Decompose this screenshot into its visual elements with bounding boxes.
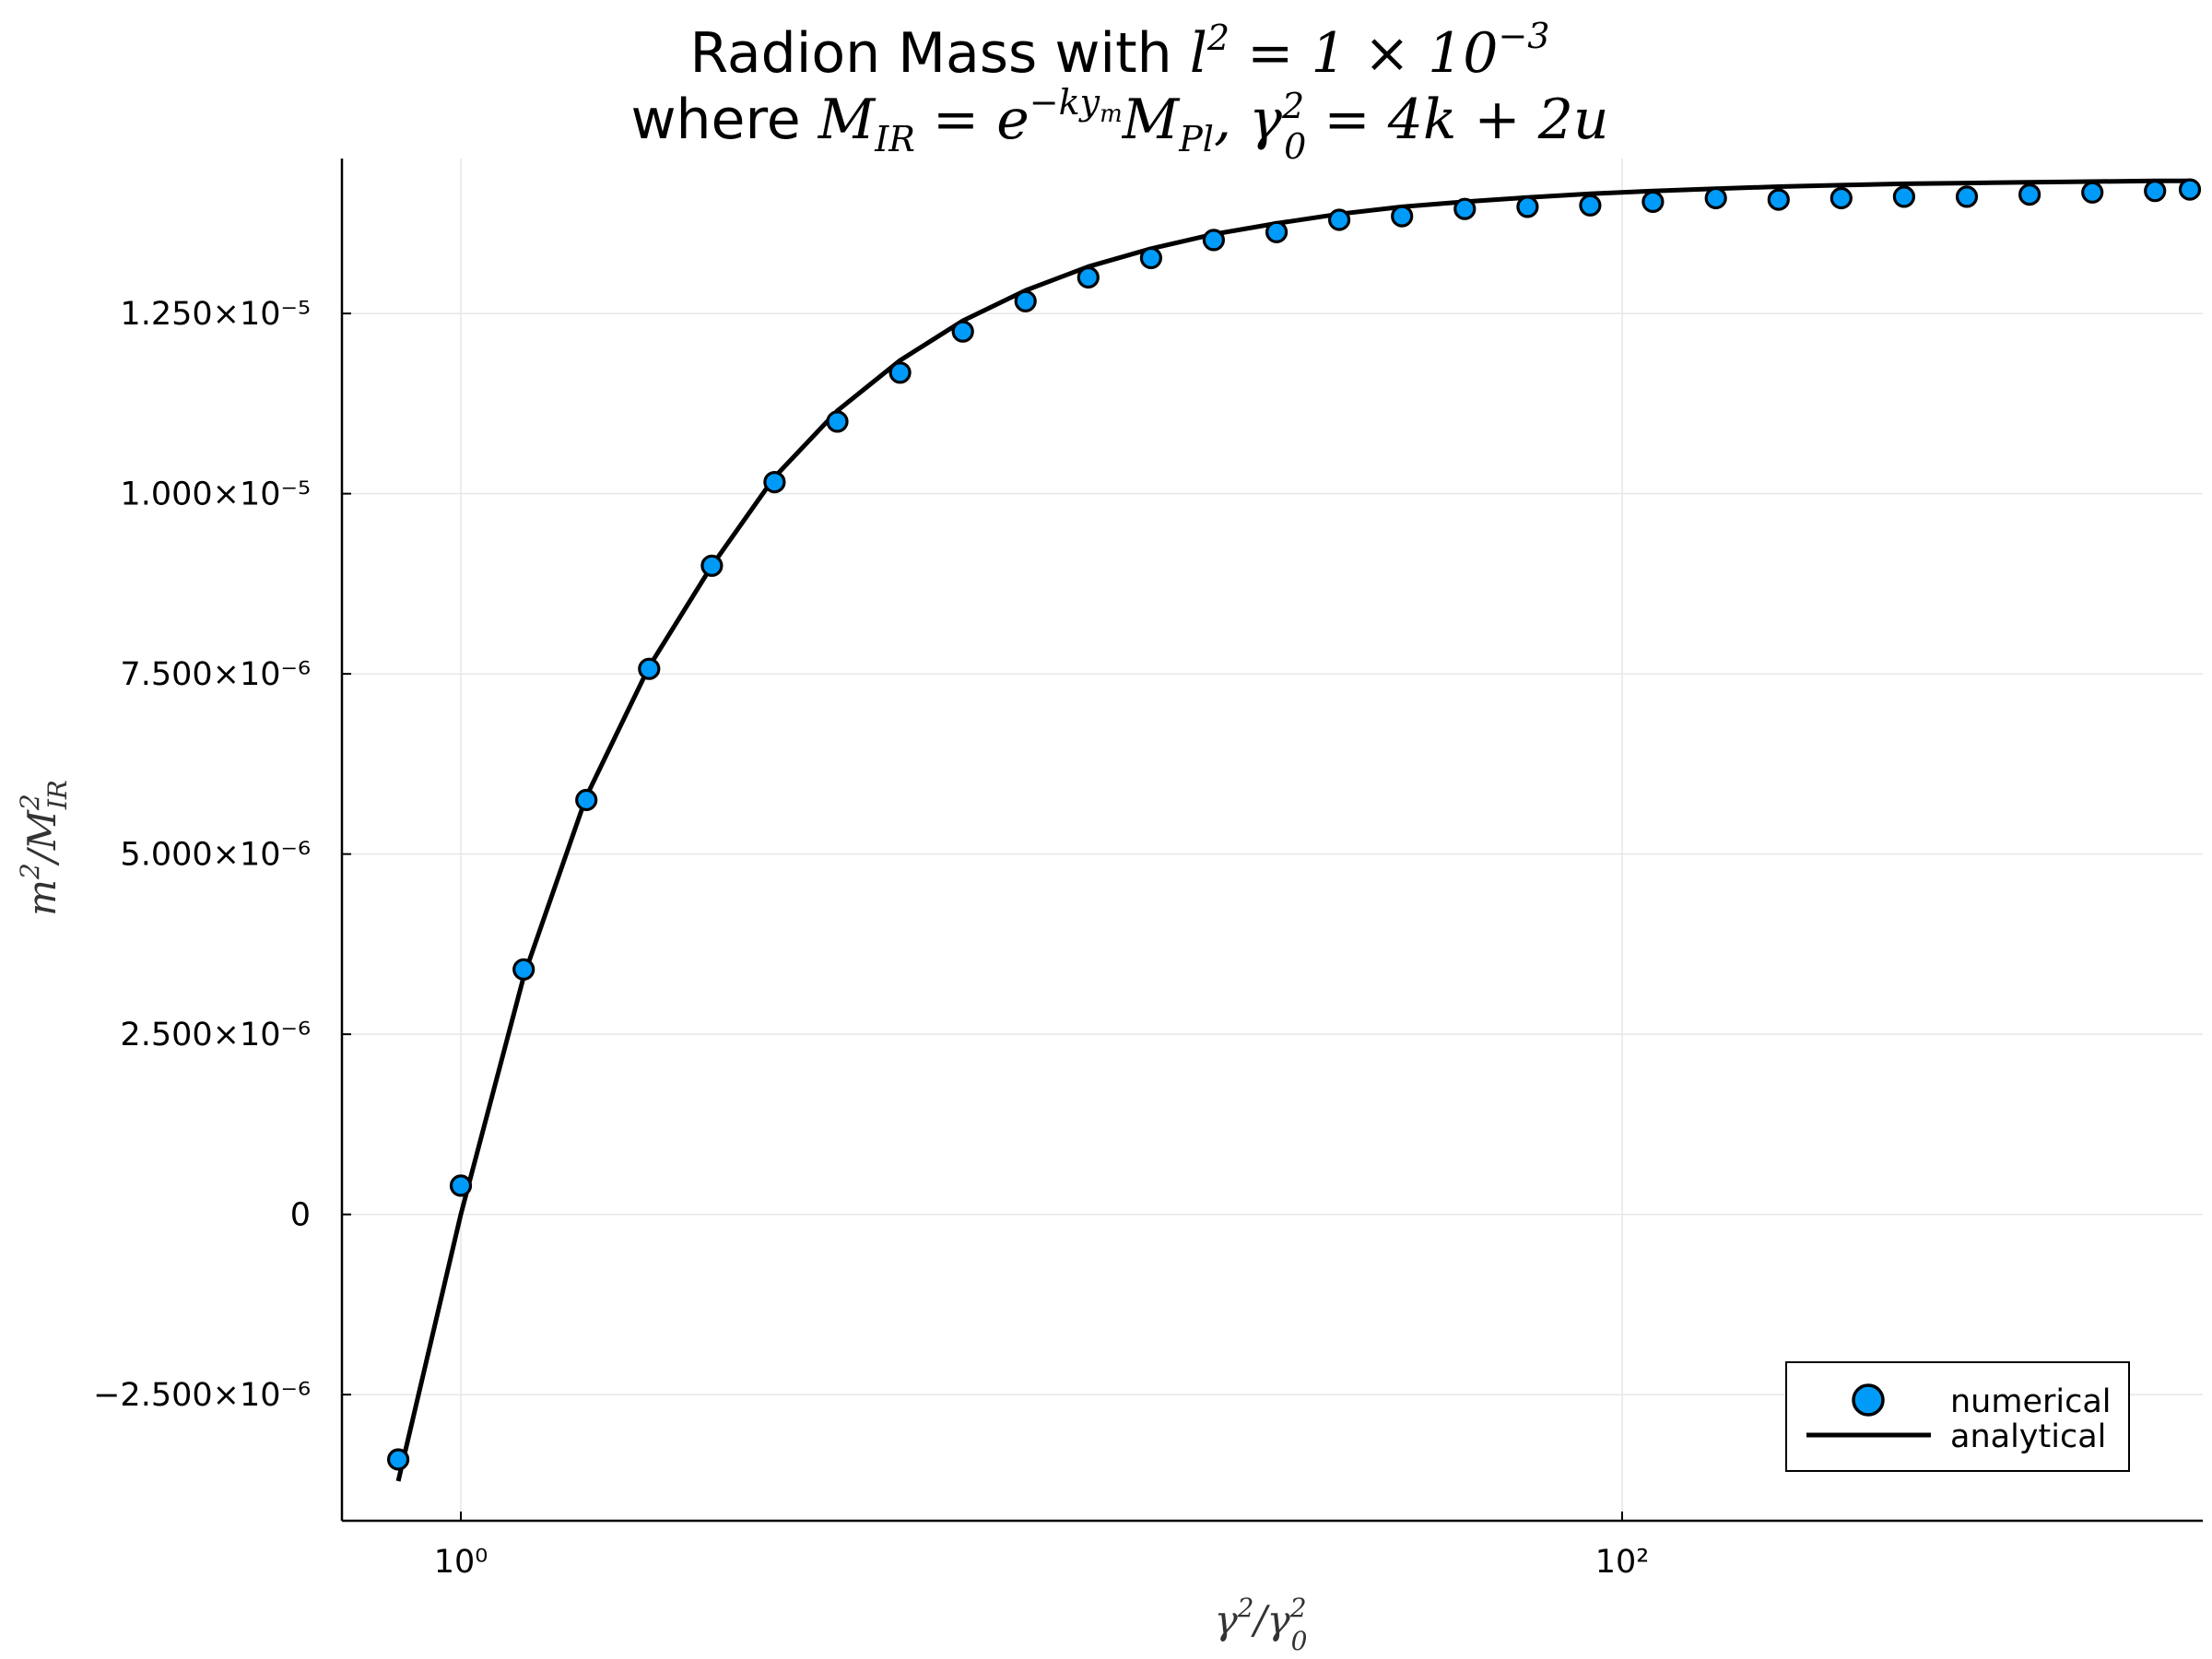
axes	[340, 159, 2203, 1523]
y-tick-label-4: 7.500×10⁻⁶	[120, 656, 311, 693]
grid	[342, 159, 2203, 1521]
legend-numerical-label: numerical	[1950, 1383, 2112, 1420]
y-tick-label-1: 0	[290, 1197, 311, 1234]
y-axis-label: m2/M2IR	[15, 780, 73, 916]
numerical-point-28	[2144, 180, 2167, 203]
y-tick-label-2: 2.500×10⁻⁶	[120, 1017, 311, 1053]
series-analytical	[395, 178, 2190, 1482]
x-tick-label-1: 10²	[1595, 1544, 1650, 1581]
numerical-point-27	[2081, 181, 2104, 204]
numerical-point-20	[1641, 190, 1665, 213]
numerical-point-13	[1202, 229, 1226, 252]
numerical-point-5	[700, 554, 724, 577]
x-tick-labels: 10⁰ 10²	[434, 1512, 1650, 1581]
numerical-point-2	[512, 958, 535, 981]
x-tick-label-0: 10⁰	[434, 1544, 488, 1581]
numerical-point-22	[1767, 188, 1790, 211]
y-tick-labels: −2.500×10⁻⁶ 0 2.500×10⁻⁶ 5.000×10⁻⁶ 7.500×10…	[93, 296, 351, 1414]
numerical-point-1	[449, 1174, 473, 1197]
numerical-point-26	[2018, 183, 2041, 206]
legend: numerical analytical	[1785, 1361, 2130, 1472]
numerical-point-7	[826, 410, 849, 433]
numerical-point-25	[1955, 185, 1979, 208]
numerical-point-15	[1327, 208, 1351, 231]
numerical-point-12	[1139, 246, 1163, 269]
numerical-point-16	[1391, 205, 1414, 228]
title-line-2: where MIR = e−kymMPl, γ2 0 = 4k + 2u	[630, 82, 1608, 167]
legend-box	[1785, 1361, 2130, 1472]
numerical-point-3	[575, 788, 598, 812]
y-tick-label-0: −2.500×10⁻⁶	[93, 1377, 311, 1414]
legend-analytical-label: analytical	[1950, 1418, 2106, 1455]
numerical-point-19	[1579, 194, 1602, 217]
numerical-point-8	[888, 361, 912, 384]
legend-numerical-marker	[1852, 1383, 1885, 1417]
numerical-point-6	[763, 470, 786, 494]
analytical-line	[395, 178, 2190, 1482]
numerical-point-18	[1516, 195, 1539, 218]
series-numerical	[387, 178, 2202, 1471]
y-tick-label-3: 5.000×10⁻⁶	[120, 837, 311, 874]
title-line-1: Radion Mass with l2 = 1 × 10−3	[690, 16, 1550, 86]
numerical-point-17	[1453, 197, 1477, 220]
y-tick-label-5: 1.000×10⁻⁵	[120, 477, 311, 513]
numerical-point-4	[638, 657, 661, 680]
numerical-point-14	[1265, 220, 1288, 243]
numerical-point-24	[1892, 185, 1915, 208]
numerical-point-29	[2178, 178, 2202, 201]
numerical-point-9	[951, 320, 974, 343]
x-axis-label: γ2/γ2 0	[1215, 1593, 1308, 1656]
numerical-point-11	[1077, 265, 1100, 289]
y-tick-label-6: 1.250×10⁻⁵	[120, 296, 311, 333]
numerical-point-21	[1704, 186, 1727, 210]
numerical-point-23	[1830, 186, 1853, 210]
chart-title: Radion Mass with l2 = 1 × 10−3 where MIR…	[630, 16, 1608, 167]
numerical-point-10	[1014, 289, 1037, 312]
numerical-point-0	[387, 1448, 410, 1471]
